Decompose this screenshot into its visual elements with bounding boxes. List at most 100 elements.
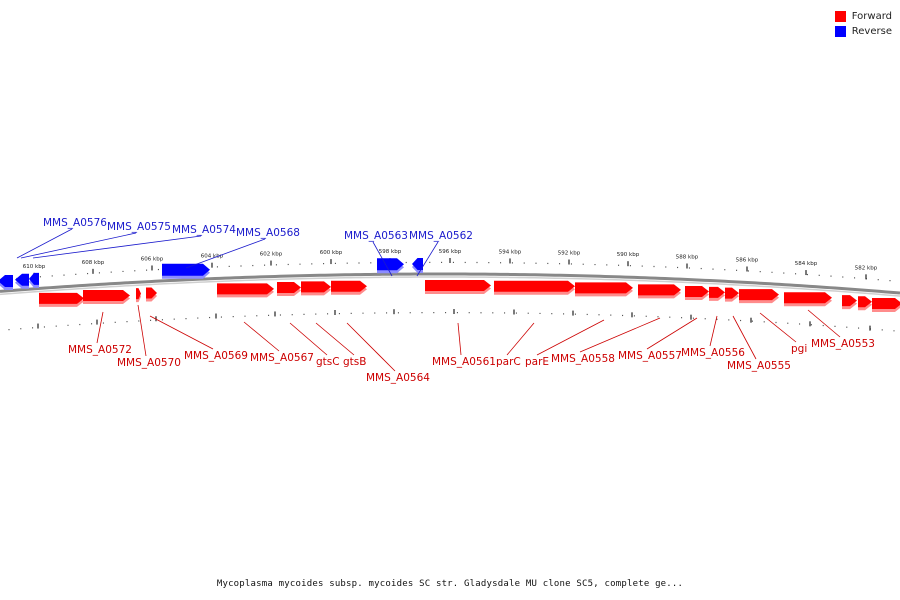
tick-label: 596 kbp — [439, 249, 462, 255]
legend-item-forward: Forward — [834, 9, 892, 24]
reverse-gene-label: MMS_A0563 — [344, 230, 408, 242]
genome-backbone-shadow — [0, 276, 900, 297]
forward-leader-line — [243, 321, 280, 352]
forward-leader-line — [536, 319, 605, 356]
forward-gene-arrow-body — [638, 284, 681, 296]
forward-gene-arrow — [39, 292, 84, 307]
forward-gene-arrow-body — [425, 280, 491, 292]
forward-gene-arrow-body — [136, 288, 141, 300]
forward-gene-label: MMS_A0572 — [68, 344, 132, 356]
forward-gene-arrow — [425, 280, 491, 295]
reverse-gene-arrow-body — [0, 274, 13, 287]
forward-leader-line — [506, 322, 535, 356]
forward-gene-arrow — [739, 289, 779, 304]
tick-label: 582 kbp — [855, 265, 878, 271]
tick-label: 606 kbp — [141, 256, 164, 262]
tick-label: 610 kbp — [23, 264, 46, 270]
forward-genes — [39, 280, 900, 312]
forward-gene-arrow — [331, 280, 367, 295]
reverse-gene-arrow — [412, 258, 423, 274]
reverse-gene-arrow — [377, 258, 404, 274]
reverse-gene-arrow — [0, 274, 13, 290]
reverse-leader-line — [185, 238, 266, 269]
forward-gene-arrow — [277, 282, 301, 297]
forward-gene-arrow-body — [301, 281, 331, 293]
forward-gene-label: MMS_A0567 — [250, 352, 314, 364]
forward-gene-arrow — [494, 280, 575, 295]
tick-label: 590 kbp — [617, 252, 640, 258]
forward-gene-label: MMS_A0570 — [117, 357, 181, 369]
legend-swatch-reverse — [834, 26, 846, 37]
forward-gene-arrow-body — [494, 280, 575, 292]
forward-leader-line — [315, 322, 355, 356]
forward-gene-label: MMS_A0569 — [184, 350, 248, 362]
forward-gene-arrow — [858, 296, 872, 311]
forward-gene-label: gtsB — [343, 356, 366, 368]
forward-gene-arrow-body — [784, 292, 832, 304]
forward-leader-line — [346, 322, 396, 372]
forward-leader-line — [646, 317, 698, 350]
forward-gene-label: gtsC — [316, 356, 340, 368]
forward-gene-arrow — [872, 297, 900, 312]
scale-ticks-top: 610 kbp 608 kbp 606 kbp 604 kbp 602 kbp 600 k… — [4, 249, 891, 282]
reverse-gene-arrow-body — [162, 263, 210, 276]
reverse-gene-arrow — [29, 272, 39, 288]
tick-label: 594 kbp — [499, 249, 522, 255]
scale-ticks-bottom — [8, 309, 895, 332]
forward-gene-arrow-body — [217, 283, 274, 295]
forward-gene-arrow-body — [725, 287, 739, 299]
legend-label-forward: Forward — [851, 11, 892, 22]
forward-gene-arrow — [575, 282, 633, 297]
legend-item-reverse: Reverse — [834, 24, 892, 39]
reverse-gene-arrow — [162, 263, 210, 279]
figure-caption: Mycoplasma mycoides subsp. mycoides SC s… — [216, 579, 684, 589]
forward-leader-line — [709, 315, 718, 347]
forward-gene-label: MMS_A0564 — [366, 372, 430, 384]
forward-gene-arrow — [83, 290, 130, 305]
forward-leader-line — [149, 315, 214, 350]
forward-gene-arrow-body — [709, 286, 725, 298]
tick-label: 598 kbp — [379, 249, 402, 255]
forward-gene-arrow — [136, 288, 141, 303]
forward-leader-line — [289, 322, 328, 356]
tick-label: 592 kbp — [558, 250, 581, 256]
reverse-gene-label: MMS_A0562 — [409, 230, 473, 242]
forward-leader-line — [807, 309, 841, 338]
forward-gene-arrow — [638, 284, 681, 299]
reverse-gene-label: MMS_A0568 — [236, 227, 300, 239]
reverse-gene-arrow — [15, 273, 29, 289]
tick-label: 604 kbp — [201, 254, 224, 260]
reverse-gene-label: MMS_A0574 — [172, 224, 236, 236]
forward-leader-line — [457, 322, 462, 356]
forward-gene-arrow-body — [277, 282, 301, 294]
forward-gene-label: MMS_A0556 — [681, 347, 745, 359]
forward-gene-label: MMS_A0553 — [811, 338, 875, 350]
forward-gene-arrow — [842, 295, 857, 310]
forward-leader-line — [137, 304, 147, 357]
tick-label: 608 kbp — [82, 260, 105, 266]
forward-gene-arrow-body — [739, 289, 779, 301]
genome-backbone — [0, 272, 900, 295]
reverse-gene-label: MMS_A0576 — [43, 217, 107, 229]
forward-gene-label: pgi — [791, 343, 807, 355]
forward-gene-arrow — [709, 286, 725, 301]
forward-gene-label: MMS_A0558 — [551, 353, 615, 365]
reverse-leader-line — [372, 241, 393, 277]
forward-gene-arrow — [685, 285, 709, 300]
forward-gene-arrow-body — [842, 295, 857, 307]
forward-gene-arrow-body — [575, 282, 633, 294]
forward-gene-label: parC — [496, 356, 521, 368]
forward-gene-arrow-body — [83, 290, 130, 302]
forward-gene-arrow-body — [146, 287, 157, 299]
reverse-gene-label: MMS_A0575 — [107, 221, 171, 233]
forward-gene-arrow — [217, 283, 274, 298]
reverse-gene-arrow-body — [29, 272, 39, 285]
forward-leader-line — [759, 312, 797, 343]
forward-gene-arrow — [725, 287, 739, 302]
tick-label: 600 kbp — [320, 250, 343, 256]
reverse-leader-line — [416, 241, 439, 277]
legend: Forward Reverse — [834, 9, 892, 39]
reverse-gene-arrow-body — [412, 258, 423, 271]
forward-gene-label: MMS_A0557 — [618, 350, 682, 362]
